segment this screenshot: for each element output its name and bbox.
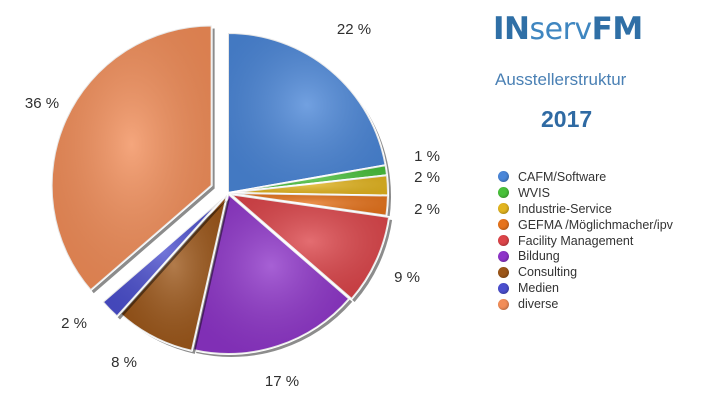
legend-label: diverse: [518, 297, 559, 312]
legend-label: Medien: [518, 281, 559, 296]
slice-gloss: [228, 33, 386, 193]
legend-label: Industrie-Service: [518, 201, 612, 216]
chart-year: 2017: [541, 106, 593, 132]
legend-label: Bildung: [518, 249, 560, 264]
pie-labels: 22 % 1 % 2 % 2 % 9 % 17 % 8 % 2 % 36 %: [25, 21, 440, 390]
legend-item: Consulting: [498, 264, 673, 280]
slice-gloss: [102, 197, 224, 317]
legend-swatch-icon: [498, 171, 509, 183]
pie-slice-consulting: [119, 193, 231, 354]
legend-item: diverse: [498, 296, 673, 312]
legend-item: Facility Management: [498, 233, 673, 249]
data-label: 2 %: [414, 201, 440, 218]
data-label: 36 %: [25, 95, 59, 112]
pie-slice-medien: [101, 196, 227, 320]
data-label: 22 %: [337, 21, 371, 38]
data-label: 17 %: [265, 373, 299, 390]
legend-label: Facility Management: [518, 233, 634, 248]
pie-slices: [50, 24, 393, 357]
legend-item: Medien: [498, 280, 673, 296]
pie-slice-bildung: [192, 192, 353, 357]
data-label: 2 %: [61, 315, 87, 332]
legend-item: GEFMA /Möglichmacher/ipv: [498, 217, 673, 233]
slice-gloss: [230, 194, 390, 300]
slice-gloss: [120, 194, 228, 351]
chart-subtitle: Ausstellerstruktur: [495, 70, 627, 89]
legend-swatch-icon: [498, 266, 509, 278]
pie-slice-facility-management: [229, 193, 393, 303]
legend-swatch-icon: [498, 298, 509, 310]
legend-label: GEFMA /Möglichmacher/ipv: [518, 217, 673, 232]
data-label: 9 %: [394, 269, 420, 286]
inservfm-logo: INservFM: [493, 14, 643, 45]
legend-item: Bildung: [498, 248, 673, 264]
legend-swatch-icon: [498, 282, 509, 294]
data-label: 2 %: [414, 169, 440, 186]
data-label: 8 %: [111, 354, 137, 371]
legend-swatch-icon: [498, 235, 509, 246]
legend-swatch-icon: [498, 219, 509, 231]
legend-item: Industrie-Service: [498, 201, 673, 217]
slice-gloss: [193, 193, 350, 354]
legend-swatch-icon: [498, 203, 509, 215]
pie-slice-cafm-software: [227, 32, 389, 196]
logo-part-in: IN: [493, 11, 530, 47]
legend-item: CAFM/Software: [498, 169, 673, 185]
legend-swatch-icon: [498, 250, 509, 262]
slice-gloss: [228, 175, 388, 196]
legend-swatch-icon: [498, 187, 509, 199]
data-label: 1 %: [414, 148, 440, 165]
legend-label: WVIS: [518, 185, 550, 200]
legend-item: WVIS: [498, 185, 673, 201]
pie-slice-diverse: [50, 24, 215, 294]
logo-part-fm: FM: [591, 11, 644, 47]
logo-part-serv: serv: [529, 12, 592, 47]
slice-gloss: [228, 165, 388, 193]
legend-label: CAFM/Software: [518, 169, 607, 184]
chart-legend: CAFM/Software WVIS Industrie-Service GEFMA …: [498, 169, 673, 312]
legend-label: Consulting: [518, 265, 578, 280]
slice-gloss: [51, 25, 212, 291]
